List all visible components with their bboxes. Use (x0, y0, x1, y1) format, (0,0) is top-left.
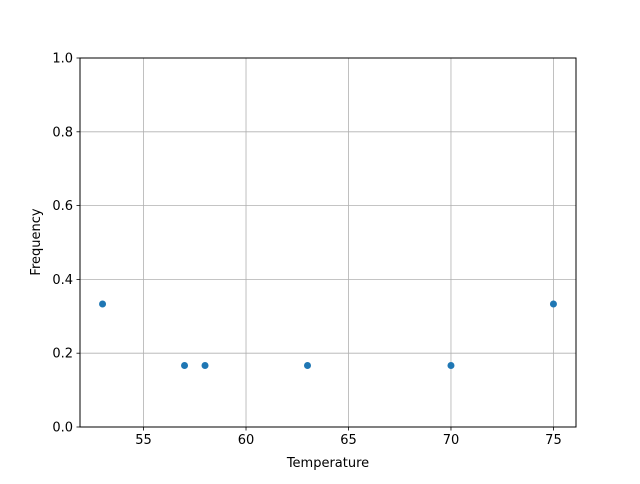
y-tick-label: 0.8 (52, 125, 73, 140)
x-tick-label: 75 (545, 433, 562, 448)
x-tick-label: 70 (443, 433, 460, 448)
y-tick-label: 0.6 (52, 199, 73, 214)
y-tick-label: 1.0 (52, 52, 73, 67)
axes-frame (79, 57, 577, 428)
y-tick-label: 0.2 (52, 347, 73, 362)
x-axis-label: Temperature (286, 456, 369, 471)
data-point (181, 361, 189, 369)
grid (80, 57, 576, 428)
data-points (99, 300, 557, 369)
data-point (304, 361, 312, 369)
y-axis-label: Frequency (29, 208, 44, 275)
y-tick-label: 0.4 (52, 273, 73, 288)
data-point (201, 361, 209, 369)
x-tick-label: 60 (238, 433, 255, 448)
ticks: 55 60 65 70 75 0.0 0.2 0.4 0.6 0.8 1.0 (52, 52, 561, 449)
y-tick-label: 0.0 (52, 421, 73, 436)
data-point (447, 361, 455, 369)
data-point (99, 300, 107, 308)
data-point (549, 300, 557, 308)
x-tick-label: 55 (135, 433, 152, 448)
x-tick-label: 65 (340, 433, 357, 448)
